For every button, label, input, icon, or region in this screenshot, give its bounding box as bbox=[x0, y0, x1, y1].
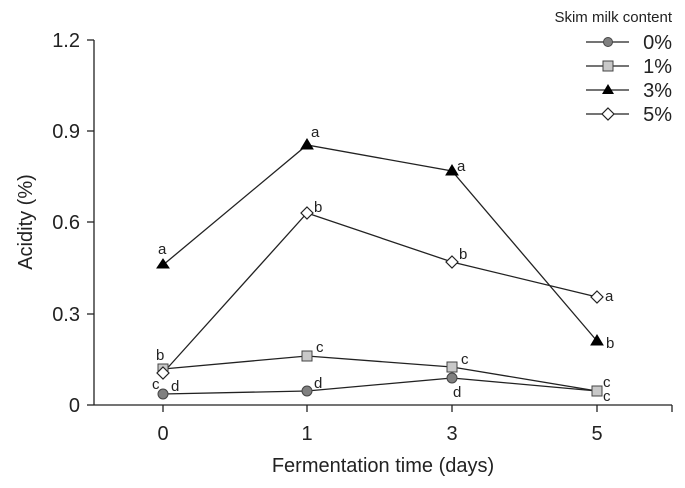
legend-item-3pct: 3% bbox=[586, 80, 672, 102]
y-tick-label: 0.6 bbox=[52, 212, 80, 234]
triangle-marker bbox=[300, 138, 314, 150]
triangle-marker bbox=[590, 334, 604, 346]
sig-letter: b bbox=[314, 199, 322, 216]
legend-item-1pct: 1% bbox=[586, 56, 672, 78]
sig-letter: d bbox=[171, 378, 179, 395]
sig-letter: d bbox=[314, 375, 322, 392]
y-axis-title: Acidity (%) bbox=[15, 174, 37, 270]
circle-marker bbox=[446, 372, 458, 384]
x-tick-label: 1 bbox=[301, 423, 312, 445]
diamond-marker bbox=[445, 255, 459, 269]
legend-label: 3% bbox=[643, 80, 672, 102]
y-tick-labels: 0 0.3 0.6 0.9 1.2 bbox=[52, 30, 80, 417]
series-line-0pct bbox=[162, 377, 598, 395]
square-icon bbox=[602, 60, 614, 72]
x-axis bbox=[94, 404, 673, 412]
sig-letter: b bbox=[459, 246, 467, 263]
sig-letter: c bbox=[152, 376, 160, 393]
x-tick-labels: 0 1 3 5 bbox=[157, 423, 602, 445]
sig-letter: d bbox=[453, 384, 461, 401]
diamond-marker bbox=[300, 206, 314, 220]
sig-letter: c bbox=[316, 339, 324, 356]
x-tick-label: 3 bbox=[446, 423, 457, 445]
y-tick-label: 1.2 bbox=[52, 30, 80, 52]
circle-marker bbox=[157, 388, 169, 400]
legend-title: Skim milk content bbox=[554, 9, 672, 26]
series-lines bbox=[162, 144, 598, 395]
significance-letters: a a a b b b b a c c c c d d d c bbox=[152, 124, 614, 405]
square-marker bbox=[301, 350, 313, 362]
series-line-3pct bbox=[162, 144, 598, 342]
sig-letter: c bbox=[461, 351, 469, 368]
square-marker bbox=[591, 385, 603, 397]
circle-icon bbox=[603, 37, 613, 47]
series-markers-0pct bbox=[157, 372, 458, 400]
sig-letter: b bbox=[156, 347, 164, 364]
sig-letter: a bbox=[605, 288, 614, 305]
sig-letter: c bbox=[603, 388, 611, 405]
y-axis bbox=[87, 39, 95, 406]
y-tick-label: 0.9 bbox=[52, 121, 80, 143]
triangle-icon bbox=[602, 84, 614, 94]
y-tick-label: 0.3 bbox=[52, 304, 80, 326]
sig-letter: a bbox=[158, 241, 167, 258]
legend-label: 1% bbox=[643, 56, 672, 78]
series-line-5pct bbox=[162, 212, 598, 374]
x-tick-label: 5 bbox=[591, 423, 602, 445]
diamond-marker bbox=[590, 290, 604, 304]
x-tick-label: 0 bbox=[157, 423, 168, 445]
sig-letter: a bbox=[457, 158, 466, 175]
y-tick-label: 0 bbox=[69, 395, 80, 417]
triangle-marker bbox=[156, 258, 170, 269]
triangle-marker bbox=[445, 164, 459, 176]
legend-item-5pct: 5% bbox=[586, 104, 672, 126]
circle-marker bbox=[301, 385, 313, 397]
x-axis-title: Fermentation time (days) bbox=[272, 455, 494, 477]
square-marker bbox=[446, 361, 458, 373]
diamond-marker bbox=[156, 366, 170, 380]
sig-letter: b bbox=[606, 335, 614, 352]
legend-label: 5% bbox=[643, 104, 672, 126]
sig-letter: c bbox=[603, 374, 611, 391]
legend-label: 0% bbox=[643, 32, 672, 54]
series-markers-5pct bbox=[156, 206, 604, 380]
diamond-icon bbox=[601, 107, 615, 121]
series-markers-3pct bbox=[156, 138, 604, 346]
series-markers-1pct bbox=[157, 350, 603, 397]
legend-item-0pct: 0% bbox=[586, 32, 672, 54]
legend: Skim milk content 0% 1% 3% 5% bbox=[554, 9, 672, 126]
series-line-1pct bbox=[162, 355, 598, 392]
sig-letter: a bbox=[311, 124, 320, 141]
